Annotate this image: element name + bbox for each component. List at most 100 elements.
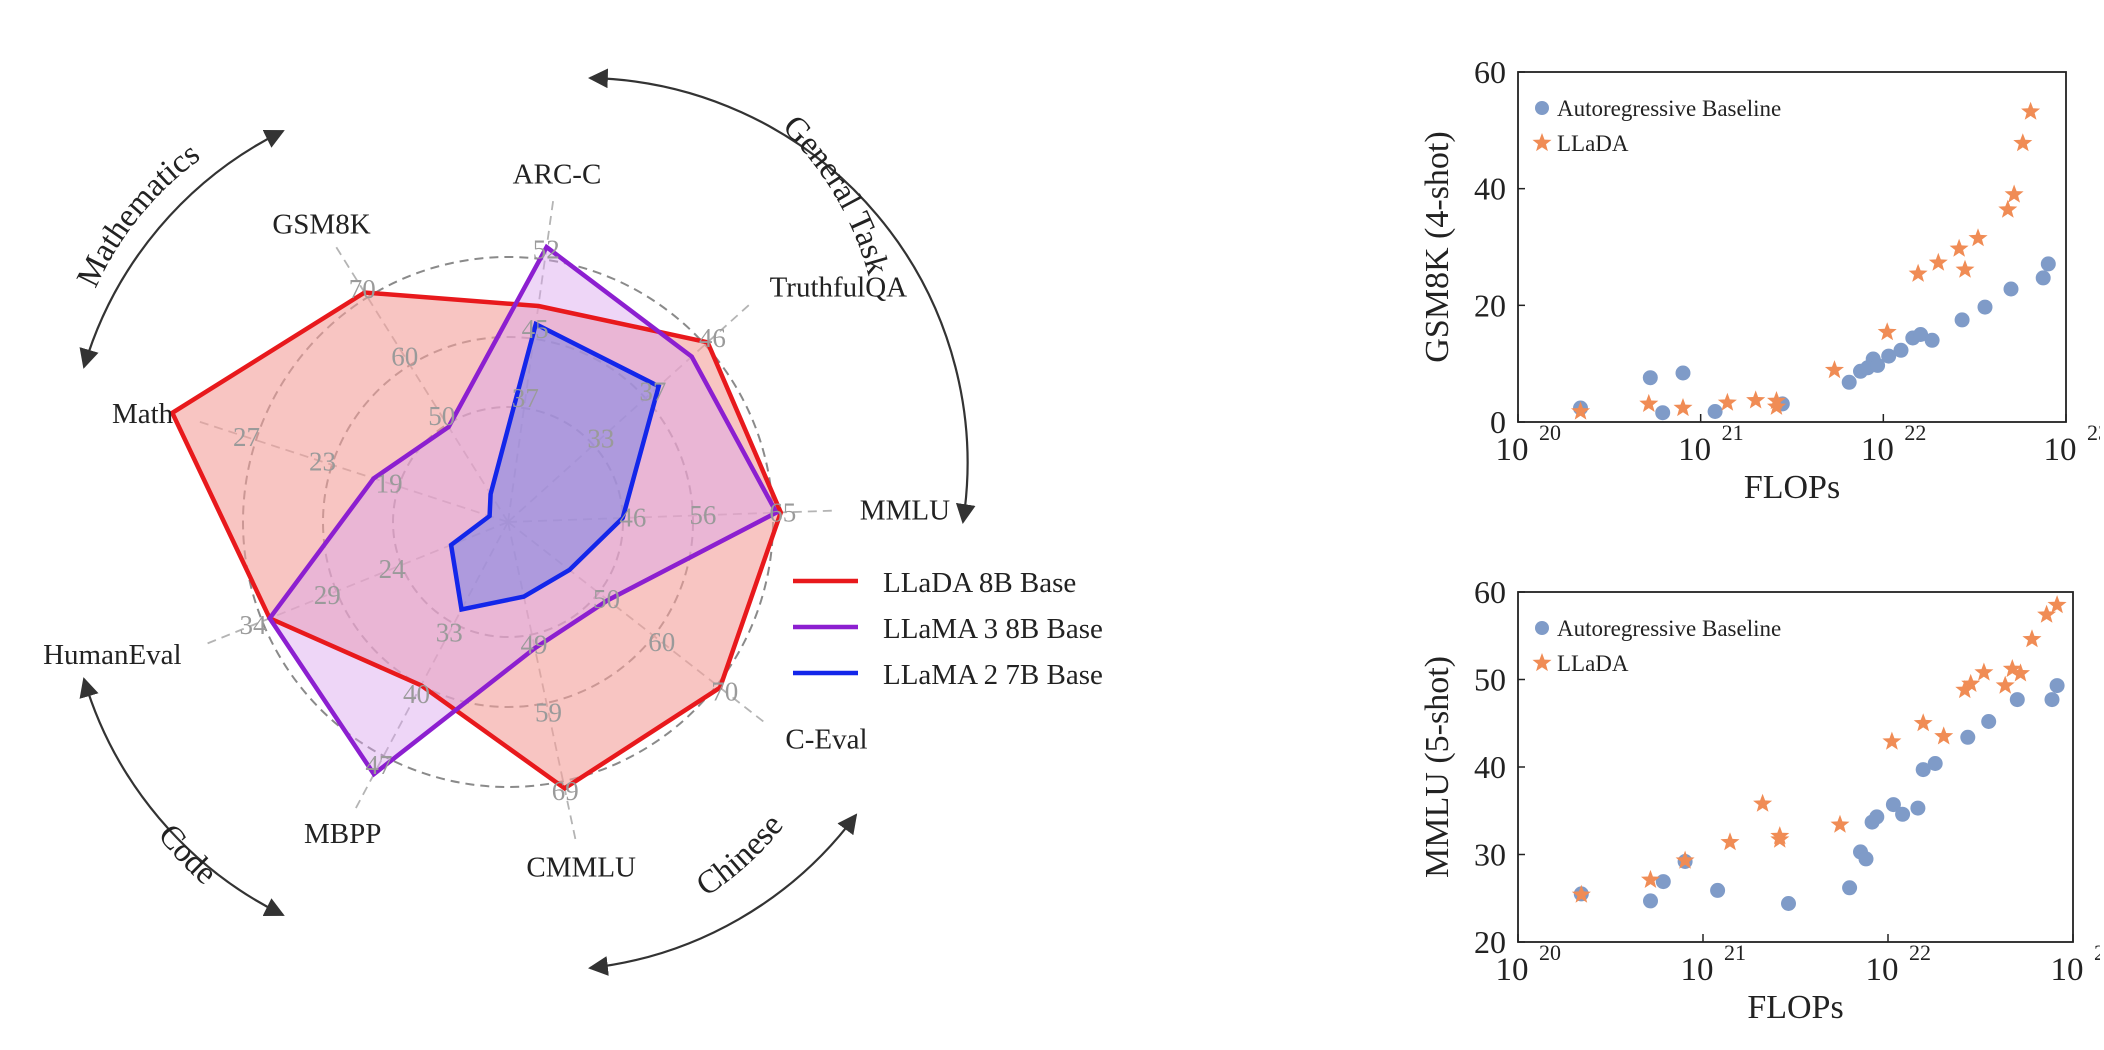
x-tick-label: 10: [1496, 432, 1529, 468]
llada-point: [1968, 228, 1988, 247]
llada-point: [2022, 629, 2042, 648]
general-tasks-arrow: [588, 68, 976, 524]
llada-point: [2013, 133, 2033, 152]
svg-text:Chinese: Chinese: [690, 808, 790, 904]
baseline-point: [1960, 729, 1976, 745]
radar-tick-label: 50: [428, 401, 455, 431]
baseline-point: [1981, 714, 1997, 729]
llada-point: [1767, 396, 1786, 415]
legend-label-llada: LLaDA 8B Base: [883, 567, 1076, 599]
llada-point: [1974, 662, 1994, 681]
baseline-point: [1927, 756, 1943, 771]
llada-point: [1949, 238, 1969, 257]
y-axis-label: GSM8K (4-shot): [1419, 131, 1456, 362]
llada-point: [1753, 793, 1773, 812]
radar-tick-label: 34: [240, 610, 268, 640]
llada-point: [1673, 398, 1693, 417]
llada-point: [1571, 884, 1591, 903]
radar-tick-label: 60: [648, 627, 675, 657]
radar-spoke: [206, 521, 509, 645]
radar-tick-label: 45: [522, 314, 549, 344]
y-tick-label: 20: [1474, 287, 1506, 323]
mathematics-arrow: [79, 130, 285, 369]
baseline-point: [1710, 882, 1726, 898]
baseline-point: [2003, 281, 2019, 297]
x-tick-exponent: 21: [1724, 940, 1746, 965]
llada-point: [1882, 731, 1902, 750]
llada-point: [1675, 850, 1695, 869]
plot-frame: [1517, 71, 2067, 423]
baseline-point: [1881, 348, 1897, 364]
x-tick-exponent: 23: [2087, 420, 2100, 445]
llada-point: [1720, 832, 1740, 851]
svg-text:Mathematics: Mathematics: [70, 136, 206, 293]
y-tick-label: 30: [1474, 837, 1506, 873]
radar-tick-label: 50: [593, 584, 620, 614]
radar-tick-label: 37: [639, 377, 666, 407]
legend-label-llada: LLaDA: [1557, 651, 1629, 676]
legend-label-llama3: LLaMA 3 8B Base: [883, 613, 1103, 645]
baseline-point: [1910, 800, 1926, 816]
group-label-chinese: Chinese: [690, 808, 790, 904]
y-tick-label: 20: [1474, 924, 1506, 960]
radar-axis-label: TruthfulQA: [770, 272, 908, 304]
llada-point: [1934, 726, 1954, 745]
x-tick-exponent: 22: [1904, 420, 1926, 445]
radar-axis-label: MBPP: [304, 818, 381, 850]
group-label-mathematics: Mathematics: [70, 136, 206, 293]
x-tick-label: 10: [1678, 432, 1711, 468]
legend-marker-baseline: [1535, 621, 1549, 635]
radar-tick-label: 46: [619, 503, 646, 533]
baseline-point: [1885, 797, 1901, 813]
baseline-point: [1675, 365, 1691, 381]
llada-point: [1913, 713, 1933, 732]
baseline-point: [1841, 374, 1857, 390]
radar-chart: 37 45 52 33 37 46 46 56 65 50 60 70 49 59 69 33 40 47 24 29…: [0, 0, 1103, 976]
radar-tick-label: 49: [521, 629, 548, 659]
chinese-arrow: [588, 813, 858, 976]
x-tick-label: 10: [1866, 952, 1899, 988]
llada-point: [2004, 184, 2024, 203]
y-tick-label: 50: [1474, 662, 1506, 698]
baseline-point: [1655, 874, 1671, 890]
llada-point: [1955, 680, 1975, 699]
llada-point: [2021, 101, 2041, 120]
radar-tick-label: 56: [689, 500, 716, 530]
legend-marker-llada: [1532, 653, 1552, 672]
legend-label-llama2: LLaMA 2 7B Base: [883, 659, 1103, 691]
baseline-point: [1642, 370, 1658, 386]
legend-label-llada: LLaDA: [1557, 131, 1629, 156]
radar-tick-label: 46: [699, 323, 726, 353]
radar-tick-label: 59: [535, 698, 562, 728]
group-label-code: Code: [151, 818, 224, 892]
radar-spoke: [354, 521, 509, 810]
llada-point: [2047, 595, 2067, 614]
baseline-point: [2049, 678, 2065, 694]
x-tick-exponent: 21: [1722, 420, 1744, 445]
baseline-point: [2009, 692, 2025, 708]
x-tick-label: 10: [1496, 952, 1529, 988]
llada-point: [2011, 663, 2030, 682]
baseline-point: [2035, 270, 2051, 286]
baseline-point: [1913, 327, 1929, 342]
svg-text:General Tasks: General Tasks: [0, 0, 896, 279]
llada-point: [1955, 259, 1975, 278]
llada-point: [1571, 401, 1591, 420]
radar-axis-label: HumanEval: [43, 639, 182, 671]
llada-point: [1746, 390, 1766, 409]
x-tick-exponent: 20: [1539, 420, 1561, 445]
llada-point: [1824, 360, 1844, 379]
x-tick-label: 10: [2051, 952, 2084, 988]
radar-tick-label: 19: [376, 468, 403, 498]
radar-tick-label: 23: [309, 447, 336, 477]
llada-point: [1641, 869, 1660, 888]
baseline-point: [1707, 404, 1723, 419]
legend-marker-llada: [1532, 133, 1552, 152]
baseline-point: [1870, 357, 1886, 373]
y-tick-label: 0: [1490, 404, 1506, 440]
radar-spoke: [507, 200, 555, 523]
radar-tick-label: 40: [403, 679, 430, 709]
llada-point: [1717, 392, 1737, 411]
baseline-point: [1924, 332, 1940, 348]
y-tick-label: 40: [1474, 171, 1506, 207]
